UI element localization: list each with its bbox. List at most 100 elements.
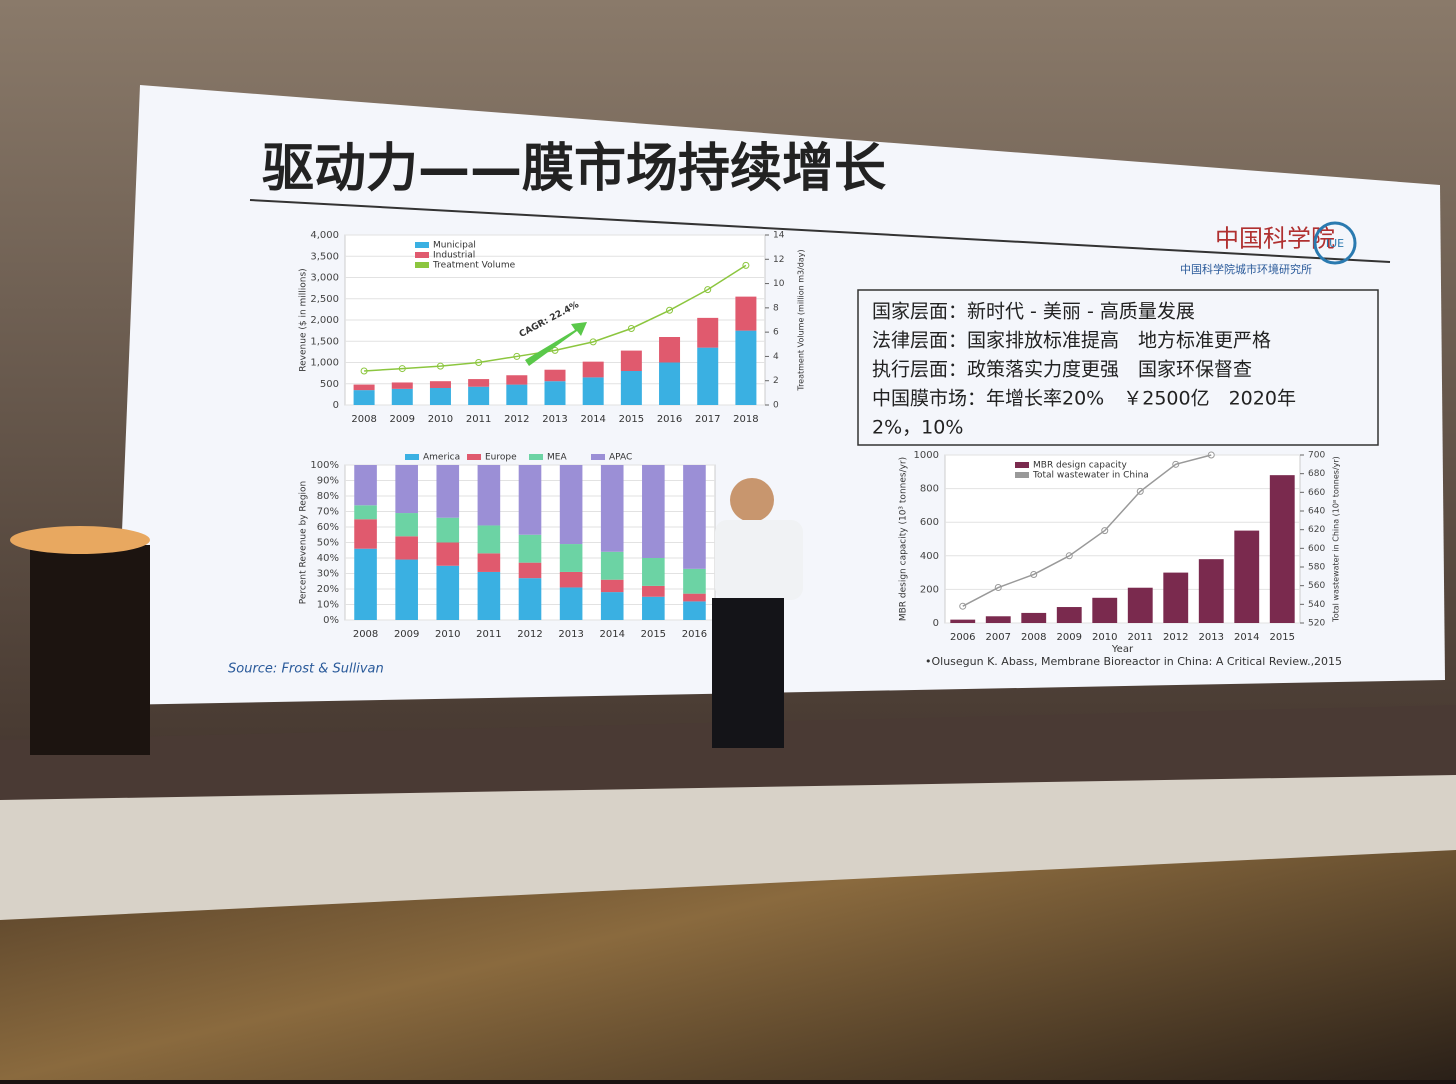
- x-tick-label: 2008: [1021, 632, 1046, 643]
- y-tick-label: 1,500: [310, 336, 339, 347]
- legend-label: APAC: [609, 453, 632, 463]
- y2-tick-label: 640: [1308, 507, 1325, 517]
- bar: [1127, 587, 1153, 623]
- bar: [735, 296, 757, 331]
- y2-tick-label: 2: [773, 376, 779, 386]
- speaker-legs: [712, 598, 784, 748]
- bar: [436, 542, 460, 566]
- y-tick-label: 400: [920, 551, 939, 562]
- bar: [436, 465, 460, 518]
- y-tick-label: 80%: [317, 491, 339, 502]
- legend-label: Europe: [485, 453, 517, 463]
- bar: [354, 519, 377, 549]
- x-tick-label: 2014: [599, 629, 624, 640]
- line: [962, 454, 1212, 607]
- x-tick-label: 2013: [1199, 632, 1224, 643]
- bar: [1198, 559, 1224, 623]
- y2-tick-label: 520: [1308, 619, 1325, 629]
- bar: [683, 593, 706, 602]
- bar: [697, 347, 719, 405]
- stage-skirt: [0, 770, 1456, 920]
- bullet-box: [857, 289, 1379, 446]
- y2-tick-label: 10: [773, 279, 785, 289]
- y2-axis-label: Total wastewater in China (10⁸ tonnes/yr…: [1332, 456, 1341, 623]
- speaker-head: [730, 478, 774, 522]
- y2-tick-label: 12: [773, 255, 784, 265]
- bar: [395, 465, 418, 514]
- logo-badge: [1313, 221, 1357, 265]
- bar: [506, 375, 528, 385]
- bar: [468, 379, 490, 387]
- legend-swatch: [415, 242, 429, 248]
- x-tick-label: 2012: [517, 629, 542, 640]
- x-tick-label: 2018: [733, 414, 758, 425]
- x-tick-label: 2008: [351, 414, 376, 425]
- y-axis-label: Percent Revenue by Region: [299, 481, 309, 605]
- y-tick-label: 90%: [317, 476, 339, 487]
- x-tick-label: 2013: [542, 414, 567, 425]
- bar: [642, 558, 665, 586]
- bar: [353, 390, 375, 405]
- bar: [477, 571, 501, 620]
- x-tick-label: 2013: [558, 629, 583, 640]
- logo-badge-text: IUE: [1326, 237, 1344, 250]
- bar: [395, 513, 418, 537]
- bar: [518, 465, 542, 535]
- x-tick-label: 2010: [428, 414, 453, 425]
- x-tick-label: 2015: [641, 629, 666, 640]
- bar: [429, 388, 451, 405]
- y-tick-label: 4,000: [310, 230, 339, 241]
- logo-institute: 中国科学院城市环境研究所: [1180, 262, 1312, 276]
- bar: [353, 384, 375, 391]
- bar: [600, 465, 624, 552]
- bar: [600, 579, 624, 593]
- flowers: [10, 526, 150, 554]
- bar: [429, 381, 451, 388]
- legend-swatch: [591, 454, 605, 460]
- bar: [642, 585, 665, 597]
- x-tick-label: 2009: [390, 414, 415, 425]
- bullet: 2%，10%: [872, 417, 963, 439]
- y-tick-label: 0: [933, 618, 939, 629]
- charts: 0 500 1,000 1,500 2,000 2,500 3,000 3,500 4,000 0…: [299, 230, 1341, 655]
- bar: [395, 536, 418, 560]
- y2-axis-label: Treatment Volume (million m3/day): [797, 249, 806, 391]
- x-tick-label: 2015: [619, 414, 644, 425]
- bar: [518, 534, 542, 563]
- y-tick-label: 0: [333, 400, 339, 411]
- y2-tick-label: 580: [1308, 563, 1325, 573]
- legend-swatch: [415, 262, 429, 268]
- y-tick-label: 500: [320, 379, 339, 390]
- x-tick-label: 2012: [1163, 632, 1188, 643]
- slide-title: 驱动力——膜市场持续增长: [262, 139, 886, 199]
- bar: [600, 592, 624, 620]
- legend-swatch: [529, 454, 543, 460]
- citation: •Olusegun K. Abass, Membrane Bioreactor …: [925, 655, 1342, 668]
- y2-tick-label: 680: [1308, 469, 1325, 479]
- bar: [436, 565, 460, 620]
- y2-tick-label: 620: [1308, 525, 1325, 535]
- legend-swatch: [405, 454, 419, 460]
- y-axis-label: Revenue ($ in millions): [299, 268, 309, 371]
- legend-label: Treatment Volume: [432, 261, 516, 271]
- bar: [391, 382, 413, 389]
- bar: [354, 548, 377, 620]
- y-tick-label: 200: [920, 584, 939, 595]
- legend-label: Total wastewater in China: [1032, 471, 1149, 481]
- y2-tick-label: 8: [773, 303, 779, 313]
- y-tick-label: 100%: [310, 460, 339, 471]
- bar: [477, 465, 501, 526]
- y-tick-label: 800: [920, 484, 939, 495]
- x-tick-label: 2007: [986, 632, 1011, 643]
- x-tick-label: 2011: [466, 414, 491, 425]
- bar: [950, 619, 976, 623]
- y-tick-label: 20%: [317, 584, 339, 595]
- y-tick-label: 600: [920, 517, 939, 528]
- bar: [1056, 607, 1082, 623]
- legend-label: Industrial: [433, 251, 475, 261]
- bar: [735, 330, 757, 405]
- legend-label: America: [423, 453, 460, 463]
- x-tick-label: 2010: [435, 629, 460, 640]
- x-tick-label: 2008: [353, 629, 378, 640]
